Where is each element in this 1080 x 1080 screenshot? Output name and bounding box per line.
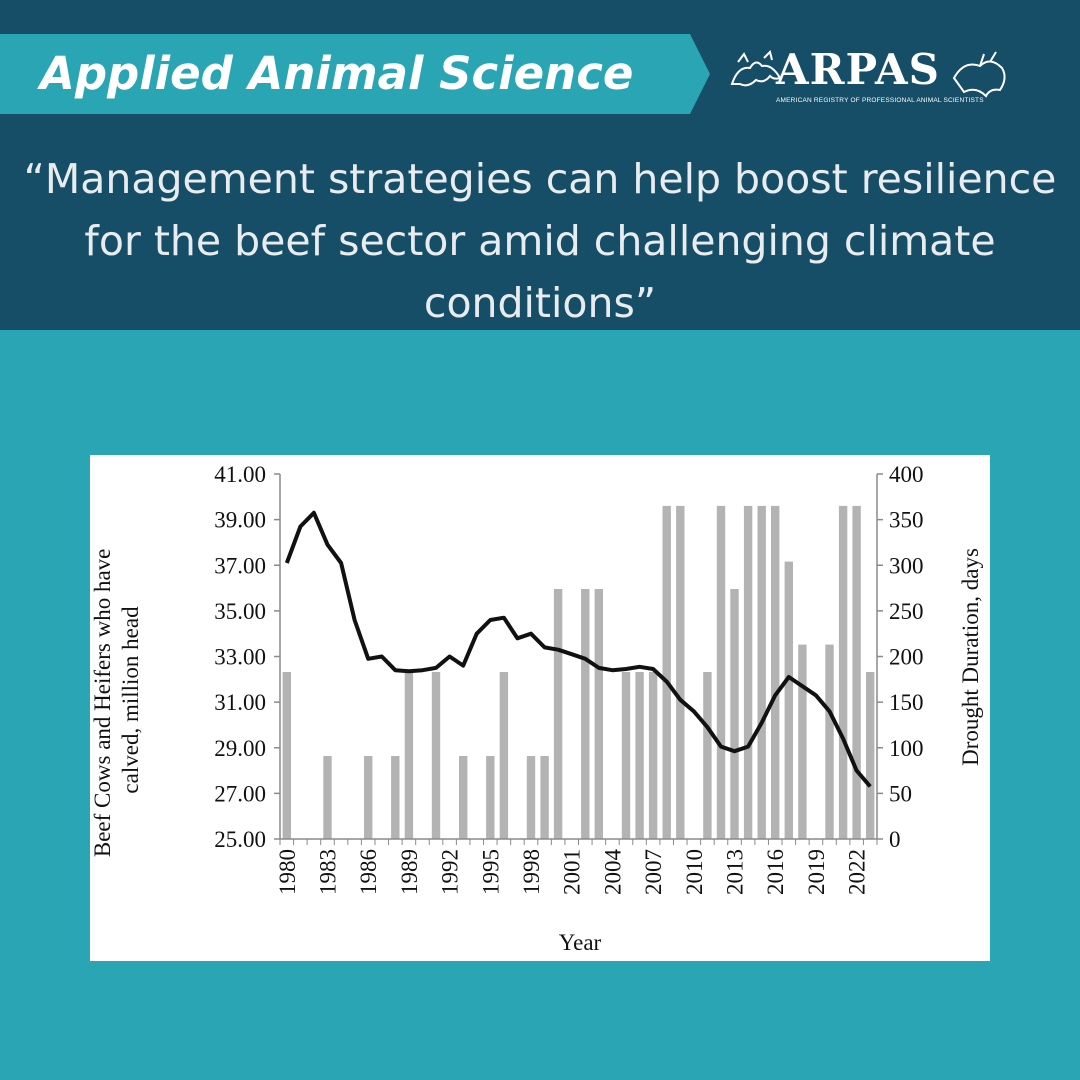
drought-bar-2005 xyxy=(621,672,631,839)
right-axis-label: Drought Duration, days xyxy=(958,548,983,766)
drought-bar-2002 xyxy=(581,589,590,839)
livestock-silhouette-icon xyxy=(952,51,1006,98)
drought-bar-2016 xyxy=(771,505,780,839)
drought-bar-1980 xyxy=(282,672,291,839)
drought-bar-2014 xyxy=(743,505,753,839)
right-axis-ticks: 0 50 100 150 200 250 300 350 400 xyxy=(877,462,924,852)
left-tick-label: 27.00 xyxy=(214,781,266,806)
left-axis-ticks: 25.00 27.00 29.00 31.00 33.00 35.00 37.00 39.00… xyxy=(214,462,280,852)
drought-bar-2020 xyxy=(825,644,834,839)
drought-bar-1993 xyxy=(459,756,468,839)
drought-bar-1996 xyxy=(499,672,509,839)
drought-bar-2012 xyxy=(716,505,726,839)
right-tick-label: 350 xyxy=(889,508,924,533)
right-tick-label: 150 xyxy=(889,690,924,715)
left-tick-label: 31.00 xyxy=(214,690,266,715)
x-tick-label: 1992 xyxy=(438,849,463,895)
drought-bar-2018 xyxy=(798,644,807,839)
drought-bar-1998 xyxy=(526,756,536,839)
right-tick-label: 250 xyxy=(889,599,924,624)
drought-bar-1986 xyxy=(364,756,373,839)
x-tick-label: 2004 xyxy=(600,849,625,896)
drought-bar-2021 xyxy=(838,505,848,839)
drought-cattle-chart: 25.00 27.00 29.00 31.00 33.00 35.00 37.00 39.00… xyxy=(90,462,983,955)
left-tick-label: 25.00 xyxy=(214,827,266,852)
drought-bar-2013 xyxy=(730,589,739,839)
x-tick-label: 2007 xyxy=(641,849,666,895)
left-tick-label: 29.00 xyxy=(214,736,266,761)
right-tick-label: 300 xyxy=(889,553,924,578)
arpas-logo: ARPAS AMERICAN REGISTRY OF PROFESSIONAL … xyxy=(728,44,1008,114)
left-tick-label: 33.00 xyxy=(214,645,266,670)
drought-bar-2011 xyxy=(703,672,712,839)
right-tick-label: 400 xyxy=(889,462,924,487)
animal-silhouettes-icon xyxy=(730,50,782,87)
x-tick-label: 1986 xyxy=(356,849,381,895)
drought-bar-1989 xyxy=(404,672,414,839)
x-axis-ticks: 1980 1983 1986 1989 1992 1995 1998 2001 2004 2007… xyxy=(275,839,878,896)
left-tick-label: 41.00 xyxy=(214,462,266,487)
quote-text: “Management strategies can help boost re… xyxy=(23,155,1057,327)
drought-bar-1983 xyxy=(323,756,332,839)
journal-title: Applied Animal Science xyxy=(40,47,634,100)
x-tick-label: 2001 xyxy=(560,849,585,895)
right-tick-label: 0 xyxy=(889,827,901,852)
drought-bar-2017 xyxy=(784,561,793,839)
x-tick-label: 1989 xyxy=(397,849,422,895)
x-tick-label: 1995 xyxy=(478,849,503,895)
right-tick-label: 100 xyxy=(889,736,924,761)
left-tick-label: 37.00 xyxy=(214,553,266,578)
drought-bar-1999 xyxy=(540,756,549,839)
x-tick-label: 1980 xyxy=(275,849,300,895)
journal-banner xyxy=(0,34,710,114)
x-tick-label: 1998 xyxy=(519,849,544,895)
left-tick-label: 39.00 xyxy=(214,508,266,533)
drought-bar-2008 xyxy=(662,505,671,839)
drought-bar-2000 xyxy=(553,589,563,839)
x-tick-label: 2016 xyxy=(763,849,788,895)
right-tick-label: 50 xyxy=(889,781,912,806)
drought-bar-1991 xyxy=(431,672,441,839)
drought-bar-1988 xyxy=(391,756,400,839)
chart-card: 25.00 27.00 29.00 31.00 33.00 35.00 37.00 39.00… xyxy=(90,455,990,961)
x-tick-label: 1983 xyxy=(316,849,341,895)
x-axis-label: Year xyxy=(559,930,602,955)
drought-bar-2009 xyxy=(676,505,685,839)
logo-wordmark: ARPAS xyxy=(776,45,940,94)
x-tick-label: 2022 xyxy=(845,849,870,895)
left-tick-label: 35.00 xyxy=(214,599,266,624)
cattle-inventory-line xyxy=(284,510,872,788)
bar-series xyxy=(282,505,875,839)
logo-subtitle: AMERICAN REGISTRY OF PROFESSIONAL ANIMAL… xyxy=(776,97,984,104)
drought-bar-1995 xyxy=(486,756,495,839)
drought-bar-2003 xyxy=(594,589,603,839)
left-axis-label-line-2: calved, million head xyxy=(118,606,143,794)
drought-bar-2015 xyxy=(757,505,766,839)
x-tick-label: 2013 xyxy=(723,849,748,895)
left-axis-label-line-1: Beef Cows and Heifers who have xyxy=(90,549,115,858)
x-tick-label: 2019 xyxy=(804,849,829,895)
left-axis-label: Beef Cows and Heifers who have calved, m… xyxy=(90,543,143,857)
x-tick-label: 2010 xyxy=(682,849,707,895)
right-tick-label: 200 xyxy=(889,645,924,670)
drought-bar-2023 xyxy=(866,672,875,839)
drought-bar-2007 xyxy=(648,672,658,839)
drought-bar-2022 xyxy=(852,505,861,839)
drought-bar-2006 xyxy=(635,672,644,839)
